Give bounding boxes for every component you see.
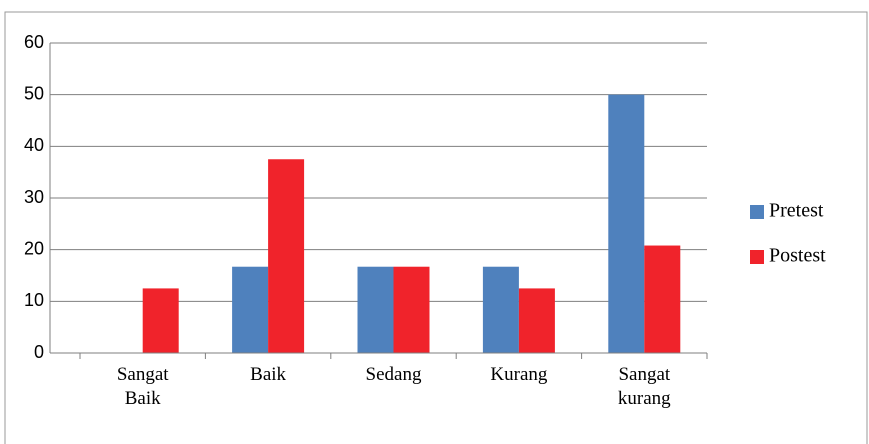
legend-label: Pretest [769, 200, 824, 222]
y-tick-label: 60 [24, 32, 44, 52]
bar [268, 159, 305, 353]
bar [608, 94, 645, 354]
bar [357, 266, 394, 353]
bar [644, 245, 681, 353]
y-tick-label: 20 [24, 238, 44, 258]
x-tick-label: Kurang [490, 364, 548, 385]
frame [4, 11, 868, 444]
legend-swatch [750, 250, 764, 264]
y-tick-label: 10 [24, 290, 44, 310]
y-tick-label: 30 [24, 187, 44, 207]
bar [142, 288, 179, 353]
y-tick-label: 50 [24, 83, 44, 103]
bar [393, 266, 430, 353]
x-tick-label: Baik [250, 364, 287, 385]
bar [482, 266, 519, 353]
legend-label: Postest [769, 245, 826, 267]
x-tick-label: Sedang [365, 364, 422, 385]
legend-swatch [750, 205, 764, 219]
bar [518, 288, 555, 353]
y-tick-label: 40 [24, 135, 44, 155]
bar [232, 266, 269, 353]
y-tick-label: 0 [34, 342, 44, 362]
x-tick-label: Sangat kurang [617, 364, 671, 409]
x-tick-label: Sangat Baik [116, 364, 169, 409]
